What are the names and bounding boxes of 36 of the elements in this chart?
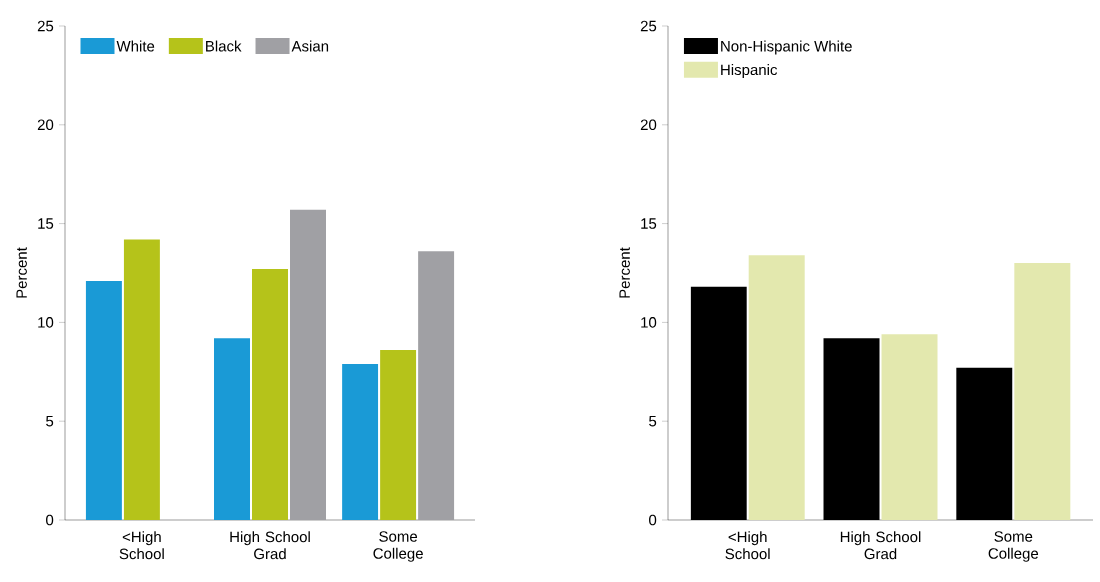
bar — [342, 363, 379, 520]
y-tick-label: 0 — [649, 514, 657, 526]
y-tick-label: 10 — [641, 317, 657, 328]
bar — [290, 209, 326, 520]
bar — [123, 239, 160, 520]
x-tick-label: Some College — [373, 531, 423, 562]
x-tick-label: High School Grad — [840, 531, 921, 560]
bar — [214, 338, 251, 520]
legend-label: Hispanic — [721, 64, 778, 79]
y-tick-label: 15 — [38, 218, 54, 229]
bar — [85, 280, 122, 520]
y-tick-label: 5 — [649, 415, 657, 427]
bar — [380, 350, 417, 520]
y-tick-label: 20 — [640, 119, 657, 131]
bar — [748, 255, 805, 520]
y-tick-label: 10 — [38, 317, 54, 328]
bar — [881, 334, 938, 520]
bar — [418, 251, 455, 520]
x-tick-label: <High School — [725, 531, 770, 560]
legend-label: White — [116, 40, 155, 52]
y-axis-title: Percent — [16, 247, 27, 298]
bar — [252, 269, 289, 520]
y-axis-title: Percent — [619, 247, 630, 298]
legend-label: Non-Hispanic White — [721, 40, 852, 55]
y-tick-label: 0 — [46, 514, 54, 526]
legend-label: Black — [206, 40, 242, 52]
y-tick-label: 20 — [37, 119, 54, 131]
y-tick-label: 5 — [46, 415, 54, 427]
x-tick-label: Some College — [988, 531, 1039, 562]
y-tick-label: 15 — [641, 218, 657, 229]
bar — [1014, 263, 1071, 520]
x-tick-label: High School Grad — [230, 531, 310, 560]
legend-label: Asian — [291, 40, 329, 52]
x-tick-label: <High School — [119, 531, 164, 560]
y-tick-label: 25 — [640, 20, 657, 32]
y-tick-label: 25 — [37, 20, 54, 32]
